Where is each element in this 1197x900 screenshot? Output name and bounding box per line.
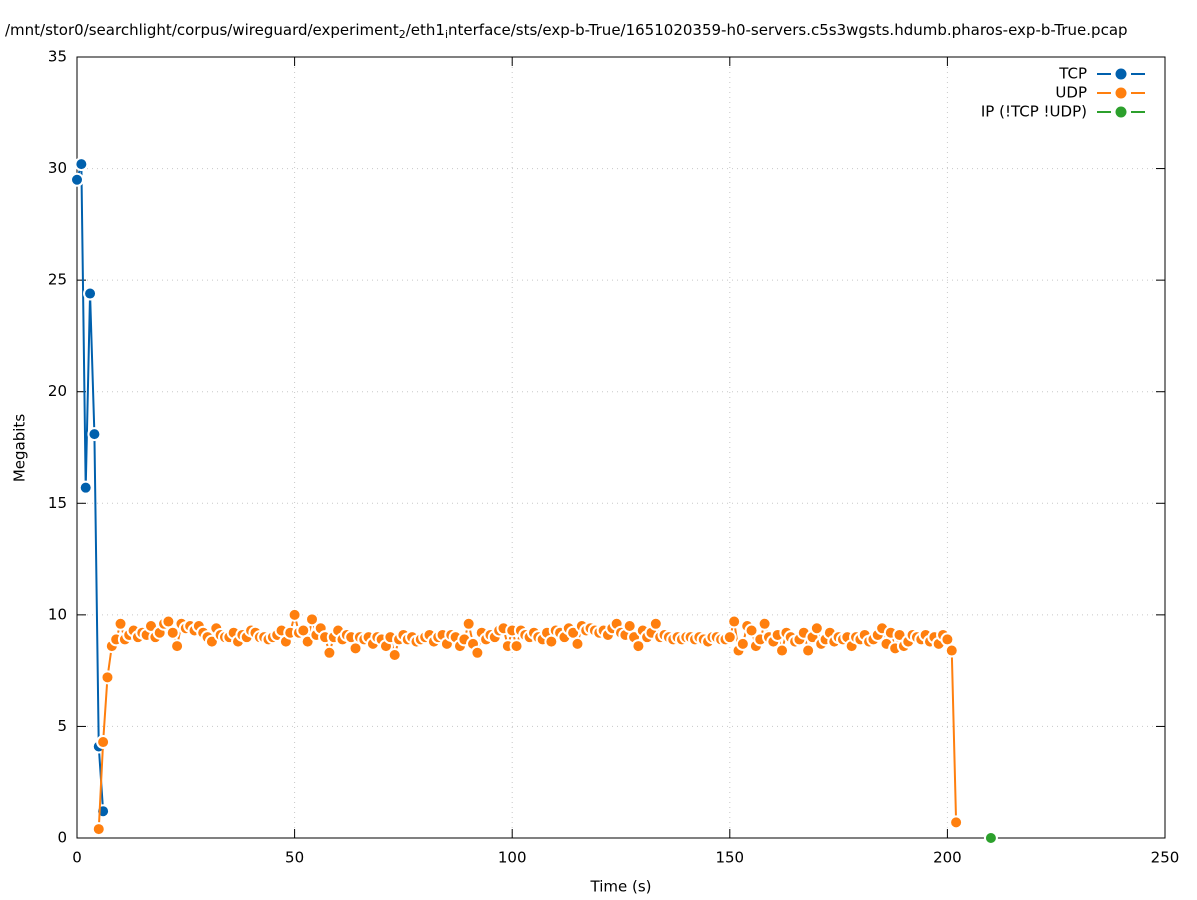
data-point (470, 645, 485, 660)
data-point (83, 286, 98, 301)
data-point (570, 636, 585, 651)
data-point (78, 480, 93, 495)
data-point (91, 822, 106, 837)
y-axis-label: Megabits (11, 414, 29, 482)
x-tick-label: 150 (715, 849, 744, 867)
data-point (944, 643, 959, 658)
legend-bg (950, 84, 1150, 102)
legend-label: TCP (1058, 65, 1087, 83)
x-axis-label: Time (s) (590, 878, 652, 896)
y-tick-label: 25 (48, 271, 67, 289)
data-point (983, 831, 998, 845)
x-tick-label: 0 (72, 849, 82, 867)
data-point (801, 643, 816, 658)
legend-marker (1115, 87, 1127, 99)
data-point (722, 630, 737, 645)
chart-title: /mnt/stor0/searchlight/corpus/wireguard/… (5, 21, 1128, 42)
title-subscript: i (445, 28, 448, 41)
y-tick-label: 20 (48, 382, 67, 400)
x-tick-label: 100 (498, 849, 527, 867)
data-point (387, 648, 402, 663)
title-part: nterface/sts/exp-b-True/1651020359-h0-se… (448, 21, 1128, 39)
y-tick-label: 5 (57, 717, 67, 735)
data-point (648, 616, 663, 631)
legend-marker (1115, 106, 1127, 118)
data-point (70, 172, 84, 187)
data-point (949, 815, 964, 830)
plot-frame (76, 56, 1166, 839)
x-tick-label: 250 (1151, 849, 1180, 867)
y-tick-label: 35 (48, 48, 67, 66)
title-subscript: 2 (399, 28, 406, 41)
legend-label: IP (!TCP !UDP) (981, 103, 1087, 121)
data-point (322, 645, 337, 660)
data-point (735, 636, 750, 651)
legend-bg (950, 65, 1150, 83)
data-point (74, 157, 89, 172)
title-part: /eth1 (406, 21, 445, 39)
data-point (113, 616, 128, 631)
legend-label: UDP (1055, 84, 1087, 102)
legend-marker (1115, 68, 1127, 80)
data-point (509, 639, 524, 654)
data-point (287, 607, 302, 622)
y-tick-label: 10 (48, 605, 67, 623)
data-point (757, 616, 772, 631)
data-point (744, 623, 759, 638)
x-tick-label: 50 (285, 849, 304, 867)
y-tick-label: 15 (48, 494, 67, 512)
data-point (809, 621, 824, 636)
legend-bg (950, 103, 1150, 121)
data-point (461, 616, 476, 631)
data-point (170, 639, 185, 654)
data-point (727, 614, 742, 629)
data-point (775, 643, 790, 658)
data-point (631, 639, 646, 654)
data-point (87, 427, 102, 442)
y-tick-label: 0 (57, 829, 67, 847)
data-point (165, 625, 180, 640)
data-point (100, 670, 115, 685)
y-tick-label: 30 (48, 159, 67, 177)
series-line (97, 614, 958, 830)
data-point (96, 735, 111, 750)
x-tick-label: 200 (933, 849, 962, 867)
data-point (305, 612, 320, 627)
title-part: /mnt/stor0/searchlight/corpus/wireguard/… (5, 21, 399, 39)
